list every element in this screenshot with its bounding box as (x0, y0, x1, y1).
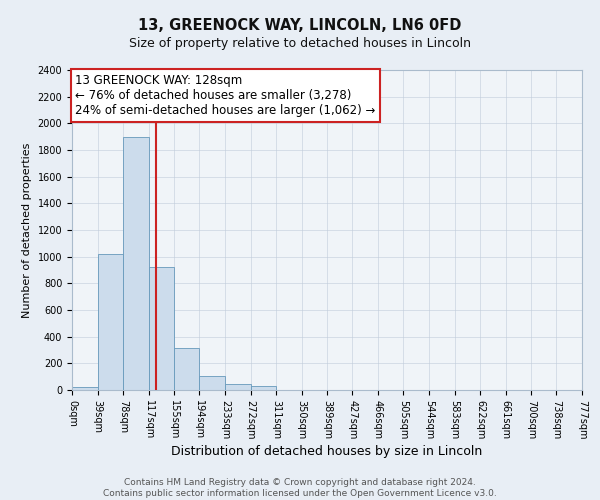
X-axis label: Distribution of detached houses by size in Lincoln: Distribution of detached houses by size … (172, 445, 482, 458)
Bar (225, 384, 251, 390)
Bar (174, 348, 199, 390)
Bar (251, 386, 276, 390)
Y-axis label: Number of detached properties: Number of detached properties (22, 142, 32, 318)
Bar (123, 136, 149, 390)
Text: Size of property relative to detached houses in Lincoln: Size of property relative to detached ho… (129, 38, 471, 51)
Text: 13, GREENOCK WAY, LINCOLN, LN6 0FD: 13, GREENOCK WAY, LINCOLN, LN6 0FD (139, 18, 461, 32)
Text: Contains HM Land Registry data © Crown copyright and database right 2024.
Contai: Contains HM Land Registry data © Crown c… (103, 478, 497, 498)
Bar (98, 254, 123, 390)
Bar (199, 376, 225, 390)
Bar (149, 268, 174, 390)
Text: 13 GREENOCK WAY: 128sqm
← 76% of detached houses are smaller (3,278)
24% of semi: 13 GREENOCK WAY: 128sqm ← 76% of detache… (75, 74, 376, 117)
Bar (72, 387, 98, 390)
